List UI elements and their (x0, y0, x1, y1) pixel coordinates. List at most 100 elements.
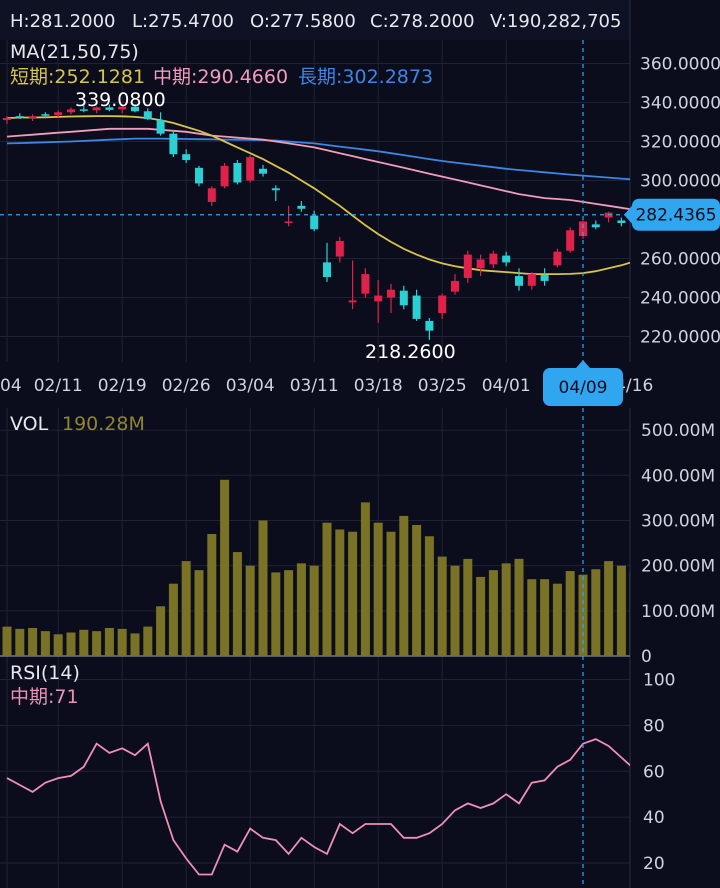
volume-panel[interactable] (2, 479, 639, 656)
volume-bar (66, 632, 76, 656)
price-tick-label: 220.0000 (640, 328, 720, 348)
header-volume: V:190,282,705 (490, 11, 621, 32)
crosshair-price-box (632, 198, 720, 231)
volume-bar (399, 515, 409, 656)
volume-bar (501, 563, 511, 656)
rsi-tick-label: 40 (643, 808, 665, 828)
volume-bar (258, 520, 268, 656)
volume-tick-label: 200.00M (641, 557, 715, 577)
candle (527, 272, 536, 290)
candle (374, 279, 383, 323)
candle-body (540, 275, 549, 281)
candle (579, 220, 587, 239)
volume-tick-label: 400.00M (641, 466, 715, 486)
candle (412, 289, 421, 321)
price-axis: 360.0000 340.0000 320.0000 300.0000 260.0000… (640, 55, 720, 348)
candle-body (271, 188, 280, 191)
rsi-panel[interactable] (6, 738, 634, 876)
candle (156, 112, 165, 136)
candle-body (207, 188, 216, 202)
candle (207, 186, 216, 206)
volume-bar (616, 565, 626, 656)
volume-bar (181, 561, 191, 656)
candle-body (374, 295, 383, 302)
price-tick-label: 360.0000 (640, 55, 720, 75)
price-tick-label: 240.0000 (640, 289, 720, 309)
volume-bar (92, 631, 102, 656)
date-tick-label: 03/18 (354, 376, 403, 396)
date-tick-label: 04/01 (482, 376, 531, 396)
candle-body (41, 114, 50, 116)
volume-bar (552, 583, 562, 656)
ma-short-line (6, 115, 630, 276)
volume-bar (488, 570, 498, 656)
candle-body (451, 280, 459, 292)
candle-body (131, 106, 139, 112)
candle-body (156, 120, 165, 134)
candle (310, 210, 319, 232)
candle (463, 250, 472, 283)
candle (297, 200, 306, 212)
price-tick-label: 260.0000 (640, 250, 720, 270)
crosshair-price-label: 282.4365 (635, 206, 716, 226)
volume-bar (360, 502, 370, 656)
volume-bar (130, 633, 140, 656)
rsi-legend-title: RSI(14) (10, 662, 80, 684)
volume-bar (437, 556, 447, 656)
candle-body (246, 157, 255, 181)
rsi-line (6, 738, 630, 876)
candle (335, 237, 344, 263)
candle (604, 211, 613, 223)
candle (220, 162, 229, 189)
rsi-axis: 100 80 60 40 20 (643, 670, 675, 874)
volume-bar (245, 565, 255, 656)
date-tick-label: 03/04 (226, 376, 275, 396)
volume-bar (156, 606, 166, 656)
candle (118, 106, 127, 114)
candle-body (463, 254, 472, 278)
candle-body (527, 274, 536, 286)
candle (67, 107, 75, 115)
volume-bar (527, 579, 537, 656)
price-panel[interactable] (3, 104, 638, 340)
rsi-legend-mid: 中期:71 (10, 686, 79, 708)
volume-bar (207, 534, 217, 656)
date-tick-label: 03/11 (290, 376, 339, 396)
volume-bar (348, 531, 358, 656)
candle-body (28, 116, 37, 119)
candle-body (348, 300, 357, 303)
grid-lines (0, 0, 631, 888)
volume-bar (40, 631, 50, 656)
volume-tick-label: 0 (641, 647, 652, 667)
volume-bar (591, 569, 601, 656)
header-low: L:275.4700 (132, 11, 234, 32)
rsi-tick-label: 80 (643, 716, 665, 736)
candle-body (182, 154, 191, 161)
candle (540, 268, 549, 286)
crosshair[interactable]: 282.4365 04/09 (0, 40, 720, 888)
volume-bar (463, 558, 473, 656)
volume-bar (79, 629, 89, 656)
ohlc-header (0, 0, 630, 40)
ma-legend-long: 長期:302.2873 (298, 66, 433, 88)
volume-legend-value: 190.28M (62, 413, 145, 435)
volume-bar (296, 563, 306, 656)
candle (271, 185, 280, 201)
candle-body (489, 253, 498, 265)
candle (566, 227, 575, 253)
candle (425, 317, 434, 340)
volume-bar (450, 565, 460, 656)
volume-bar (476, 576, 486, 656)
candle-body (335, 240, 344, 257)
rsi-tick-label: 20 (643, 854, 665, 874)
volume-bar (604, 561, 614, 656)
candle (387, 283, 395, 314)
candle (79, 105, 88, 113)
volume-bar (143, 626, 153, 656)
candle-body (92, 107, 101, 111)
volume-bar (220, 479, 230, 656)
volume-bar (104, 627, 114, 656)
crosshair-date-label: 04/09 (559, 378, 608, 398)
volume-bar (412, 524, 422, 656)
